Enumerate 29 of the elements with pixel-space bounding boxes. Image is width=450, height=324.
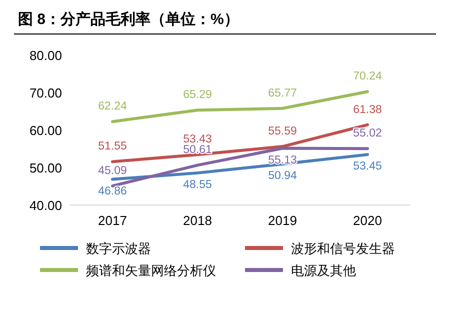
x-tick-label: 2017: [98, 213, 127, 228]
y-tick-label: 50.00: [29, 160, 62, 176]
data-label: 53.45: [353, 160, 382, 173]
data-label: 53.43: [183, 134, 212, 146]
data-label: 50.94: [268, 170, 298, 182]
data-label: 50.61: [183, 144, 212, 156]
legend-label: 频谱和矢量网络分析仪: [86, 263, 216, 278]
data-label: 51.55: [98, 140, 127, 153]
data-label: 65.29: [183, 89, 212, 102]
data-label: 65.77: [268, 87, 297, 100]
legend-label: 电源及其他: [291, 263, 356, 278]
data-label: 62.24: [98, 100, 128, 113]
y-tick-label: 80.00: [29, 48, 62, 63]
y-tick-label: 70.00: [29, 86, 62, 100]
legend-label: 波形和信号发生器: [291, 241, 395, 256]
x-tick-label: 2018: [183, 213, 212, 228]
data-label: 61.38: [353, 104, 382, 116]
x-tick-label: 2020: [353, 213, 382, 228]
data-label: 55.59: [268, 126, 297, 138]
chart-title: 图 8：分产品毛利率（单位：%）: [18, 10, 239, 28]
y-tick-label: 40.00: [29, 198, 62, 213]
legend-label: 数字示波器: [86, 241, 151, 256]
data-label: 48.55: [183, 178, 212, 191]
data-label: 55.02: [353, 128, 382, 140]
data-label: 45.09: [98, 164, 127, 177]
y-tick-label: 60.00: [29, 123, 62, 138]
x-tick-label: 2019: [268, 213, 297, 228]
data-label: 46.86: [98, 185, 127, 198]
data-label: 70.24: [353, 70, 382, 83]
